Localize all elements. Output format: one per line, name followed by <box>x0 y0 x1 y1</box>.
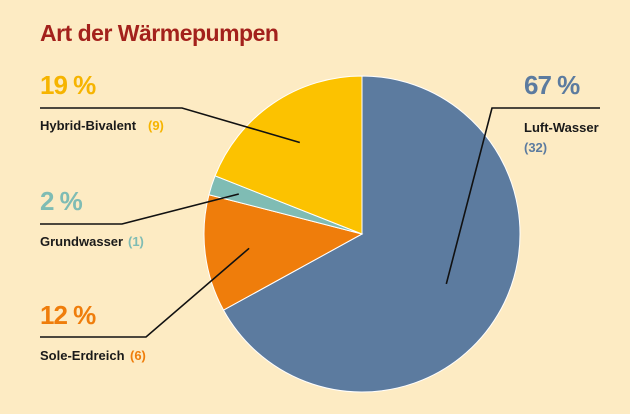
pct-label-grundwasser: 2 % <box>40 186 83 216</box>
pct-label-sole-erdreich: 12 % <box>40 300 96 330</box>
count-label-hybrid-bivalent: (9) <box>148 118 164 133</box>
slice-luft-wasser <box>222 75 521 393</box>
slice-hybrid-bivalent <box>214 75 363 235</box>
slice-sole-erdreich <box>203 194 364 311</box>
series-label-hybrid-bivalent: Hybrid-Bivalent <box>40 118 137 133</box>
leader-line-sole-erdreich <box>40 247 250 338</box>
leader-line-hybrid-bivalent <box>40 107 301 144</box>
count-label-luft-wasser: (32) <box>524 140 548 155</box>
leader-line-grundwasser <box>40 193 239 225</box>
series-label-luft-wasser: Luft-Wasser <box>524 120 599 135</box>
pct-label-luft-wasser: 67 % <box>524 70 580 100</box>
count-label-grundwasser: (1) <box>128 234 144 249</box>
series-label-sole-erdreich: Sole-Erdreich <box>40 348 125 363</box>
pct-label-hybrid-bivalent: 19 % <box>40 70 96 100</box>
chart-title: Art der Wärmepumpen <box>40 20 279 46</box>
count-label-sole-erdreich: (6) <box>130 348 146 363</box>
series-label-grundwasser: Grundwasser <box>40 234 124 249</box>
leader-line-luft-wasser <box>445 107 600 285</box>
